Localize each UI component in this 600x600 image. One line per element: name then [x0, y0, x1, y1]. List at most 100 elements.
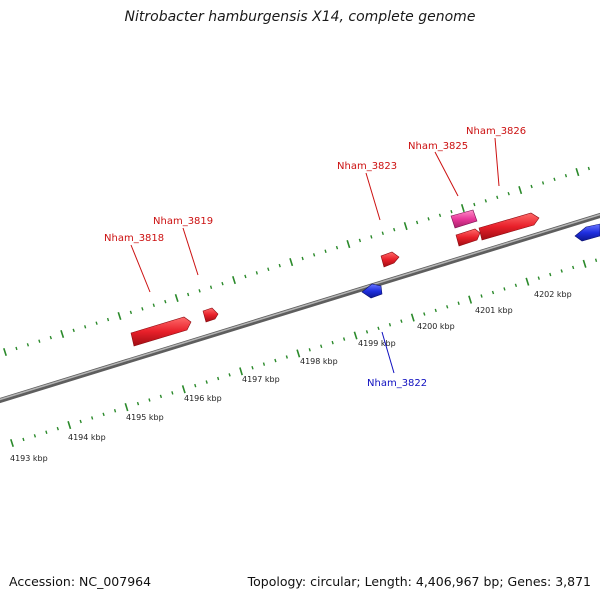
reverse-scale-minor-tick: [377, 326, 380, 331]
gene-nham-3822-arrow[interactable]: [361, 283, 383, 299]
forward-scale-major-tick: [518, 186, 523, 195]
forward-scale-minor-tick: [450, 209, 453, 214]
reverse-gene-features: [361, 223, 600, 299]
gene-nham-3826-arrow[interactable]: [478, 212, 540, 241]
gene-nham-3818-arrow[interactable]: [130, 316, 192, 347]
forward-scale-minor-tick: [473, 202, 476, 207]
reverse-scale-minor-tick: [331, 340, 334, 345]
forward-scale-major-tick: [174, 293, 179, 303]
forward-scale-minor-tick: [324, 249, 327, 253]
forward-scale-minor-tick: [553, 177, 556, 182]
reverse-scale-minor-tick: [171, 391, 174, 395]
reverse-scale-minor-tick: [285, 355, 288, 359]
forward-strand-scale-ticks: [3, 166, 590, 357]
forward-scale-minor-tick: [141, 307, 144, 311]
forward-scale-minor-tick: [381, 231, 384, 236]
reverse-scale-minor-tick: [434, 308, 437, 313]
forward-scale-minor-tick: [484, 199, 487, 203]
gene-nham-3824-arrow[interactable]: [455, 228, 481, 247]
forward-scale-minor-tick: [255, 271, 258, 275]
forward-scale-minor-tick: [244, 274, 247, 279]
reverse-scale-major-tick: [525, 277, 530, 286]
scale-label-4194: 4194 kbp: [68, 433, 106, 442]
forward-scale-minor-tick: [564, 173, 568, 178]
genome-title: Nitrobacter hamburgensis X14, complete g…: [124, 9, 476, 25]
reverse-scale-minor-tick: [480, 294, 483, 298]
gene-label-nham-3818[interactable]: Nham_3818: [104, 233, 164, 244]
forward-scale-major-tick: [575, 168, 580, 177]
reverse-scale-minor-tick: [91, 416, 94, 420]
forward-gene-features: [130, 209, 540, 347]
forward-scale-minor-tick: [358, 238, 362, 243]
reverse-scale-minor-tick: [228, 373, 231, 377]
forward-scale-minor-tick: [438, 213, 442, 218]
reverse-scale-minor-tick: [79, 419, 82, 424]
forward-scale-minor-tick: [301, 256, 304, 261]
reverse-scale-minor-tick: [102, 412, 105, 417]
reverse-scale-minor-tick: [491, 290, 495, 295]
gene-label-nham-3825[interactable]: Nham_3825: [408, 141, 468, 152]
reverse-strand-scale-ticks: [10, 258, 598, 448]
forward-scale-minor-tick: [198, 289, 201, 293]
forward-scale-minor-tick: [267, 267, 270, 272]
gene-nham-3825-arrow[interactable]: [450, 209, 478, 229]
gene-nham-3819-arrow[interactable]: [202, 307, 219, 323]
scale-label-4193: 4193 kbp: [10, 454, 48, 463]
leader-line-nham-3818: [130, 244, 151, 293]
scale-label-4198: 4198 kbp: [300, 357, 338, 366]
reverse-scale-minor-tick: [457, 301, 460, 305]
forward-scale-minor-tick: [496, 195, 499, 200]
reverse-scale-minor-tick: [365, 330, 369, 334]
reverse-scale-minor-tick: [274, 358, 277, 363]
reverse-scale-minor-tick: [136, 401, 140, 406]
scale-label-4200: 4200 kbp: [417, 322, 455, 331]
forward-scale-minor-tick: [26, 343, 30, 347]
forward-scale-major-tick: [403, 222, 408, 231]
forward-scale-minor-tick: [335, 245, 339, 250]
gene-label-nham-3822[interactable]: Nham_3822: [367, 378, 427, 389]
reverse-scale-minor-tick: [446, 305, 449, 309]
forward-scale-minor-tick: [393, 227, 396, 232]
scale-label-4201: 4201 kbp: [475, 306, 513, 315]
reverse-scale-major-tick: [124, 403, 129, 412]
gene-labels: Nham_3818 Nham_3819 Nham_3823 Nham_3825 …: [104, 126, 526, 389]
forward-scale-minor-tick: [152, 303, 155, 308]
forward-scale-minor-tick: [15, 346, 18, 351]
reverse-scale-minor-tick: [262, 362, 266, 366]
reverse-scale-minor-tick: [400, 319, 403, 323]
forward-scale-minor-tick: [312, 253, 316, 257]
forward-scale-minor-tick: [84, 325, 87, 329]
gene-nham-3823-arrow[interactable]: [380, 251, 400, 268]
forward-scale-major-tick: [289, 257, 294, 267]
label-leader-lines: [130, 137, 500, 374]
gene-edge-reverse-arrow[interactable]: [574, 223, 600, 242]
forward-scale-major-tick: [3, 347, 7, 357]
reverse-scale-minor-tick: [549, 272, 552, 277]
reverse-scale-minor-tick: [251, 365, 254, 370]
accession-text: Accession: NC_007964: [9, 574, 152, 589]
reverse-scale-major-tick: [67, 421, 72, 430]
reverse-scale-major-tick: [582, 259, 587, 268]
gene-label-nham-3823[interactable]: Nham_3823: [337, 161, 397, 172]
reverse-scale-major-tick: [239, 367, 243, 376]
forward-scale-minor-tick: [587, 166, 590, 171]
reverse-scale-minor-tick: [159, 394, 163, 399]
reverse-scale-minor-tick: [388, 323, 392, 327]
forward-scale-minor-tick: [209, 285, 213, 289]
reverse-scale-minor-tick: [537, 276, 540, 280]
leader-line-nham-3826: [494, 137, 500, 187]
gene-label-nham-3819[interactable]: Nham_3819: [153, 216, 213, 227]
forward-scale-minor-tick: [72, 328, 75, 333]
gene-label-nham-3826[interactable]: Nham_3826: [466, 126, 526, 137]
forward-scale-minor-tick: [95, 321, 98, 325]
reverse-scale-minor-tick: [45, 430, 48, 434]
reverse-scale-minor-tick: [572, 265, 575, 270]
reverse-scale-minor-tick: [205, 380, 208, 384]
forward-scale-minor-tick: [129, 310, 133, 315]
forward-scale-minor-tick: [415, 220, 419, 225]
forward-scale-minor-tick: [530, 184, 533, 189]
reverse-scale-major-tick: [353, 331, 358, 340]
forward-scale-major-tick: [60, 329, 65, 339]
forward-scale-minor-tick: [106, 317, 110, 322]
